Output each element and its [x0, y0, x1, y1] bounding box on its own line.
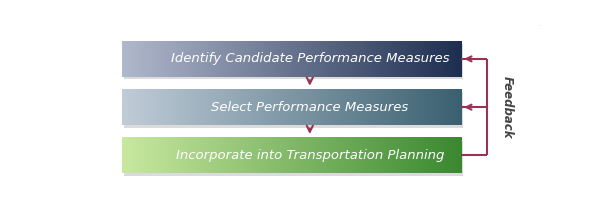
Text: Feedback: Feedback [501, 76, 514, 139]
Bar [124, 44, 463, 79]
Bar [124, 141, 463, 176]
Text: Identify Candidate Performance Measures: Identify Candidate Performance Measures [170, 52, 449, 65]
Text: Select Performance Measures: Select Performance Measures [211, 101, 409, 114]
FancyBboxPatch shape [68, 24, 545, 188]
Text: Incorporate into Transportation Planning: Incorporate into Transportation Planning [176, 149, 444, 162]
Bar [124, 92, 463, 128]
